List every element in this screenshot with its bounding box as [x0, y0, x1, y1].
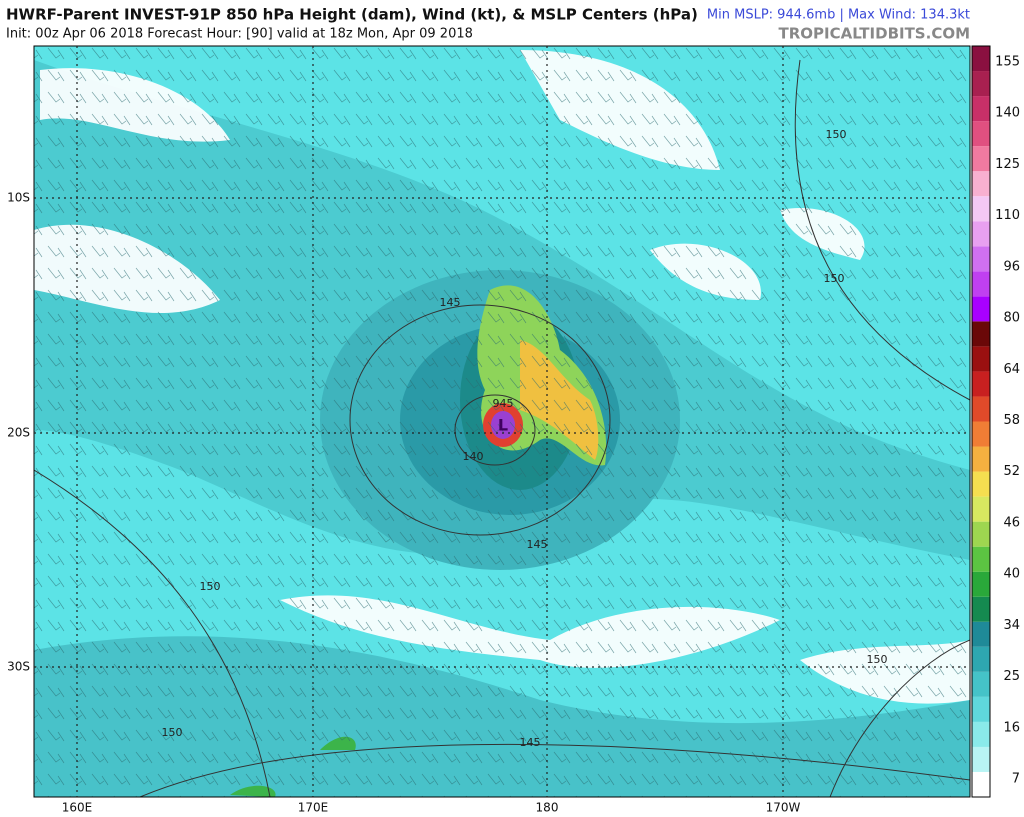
- lon-label: 170W: [766, 801, 801, 815]
- colorbar-swatch: [972, 396, 990, 422]
- colorbar-label: 155: [995, 55, 1020, 70]
- height-contours: [34, 59, 970, 797]
- contour-label: 150: [824, 272, 845, 285]
- contour-label: 150: [826, 128, 847, 141]
- colorbar-swatch: [972, 171, 990, 197]
- colorbar-swatch: [972, 121, 990, 147]
- colorbar-swatch: [972, 371, 990, 397]
- colorbar-frame: [971, 45, 991, 798]
- colorbar-swatch: [972, 771, 990, 797]
- contour-label: 140: [463, 450, 484, 463]
- colorbar-swatch: [972, 496, 990, 522]
- colorbar-label: 7: [1012, 772, 1020, 787]
- colorbar-swatch: [972, 446, 990, 472]
- colorbar-swatch: [972, 521, 990, 547]
- map-frame: [33, 45, 971, 798]
- contour-label: 145: [520, 736, 541, 749]
- title: HWRF-Parent INVEST-91P 850 hPa Height (d…: [6, 6, 698, 24]
- lat-label: 20S: [7, 426, 30, 440]
- colorbar-label: 96: [1003, 259, 1020, 274]
- colorbar-label: 34: [1003, 618, 1020, 633]
- colorbar-label: 58: [1003, 413, 1020, 428]
- colorbar-swatch: [972, 346, 990, 372]
- colorbar-swatch: [972, 546, 990, 572]
- contour-label: 145: [440, 296, 461, 309]
- site-credit: TROPICALTIDBITS.COM: [779, 25, 971, 43]
- lat-label: 10S: [7, 191, 30, 205]
- stats: Min MSLP: 944.6mb | Max Wind: 134.3kt: [707, 8, 970, 23]
- colorbar-swatch: [972, 671, 990, 697]
- colorbar-label: 140: [995, 106, 1020, 121]
- colorbar-label: 64: [1003, 362, 1020, 377]
- colorbar-swatch: [972, 196, 990, 222]
- colorbar-swatch: [972, 71, 990, 97]
- map-area: [34, 46, 970, 797]
- colorbar-label: 52: [1003, 464, 1020, 479]
- colorbar-label: 16: [1003, 720, 1020, 735]
- colorbar-swatch: [972, 221, 990, 247]
- colorbar-label: 46: [1003, 515, 1020, 530]
- center-pressure: 945: [493, 397, 514, 410]
- colorbar-swatch: [972, 296, 990, 322]
- contour-label: 150: [200, 580, 221, 593]
- colorbar-swatch: [972, 621, 990, 647]
- colorbar-swatch: [972, 421, 990, 447]
- colorbar-label: 40: [1003, 567, 1020, 582]
- colorbar-swatch: [972, 321, 990, 347]
- colorbar-swatch: [972, 571, 990, 597]
- colorbar-swatch: [972, 46, 990, 72]
- colorbar-swatch: [972, 471, 990, 497]
- colorbar-label: 80: [1003, 311, 1020, 326]
- colorbar-label: 25: [1003, 669, 1020, 684]
- lon-label: 180: [536, 801, 559, 815]
- low-center: L: [498, 416, 508, 435]
- colorbar-swatch: [972, 721, 990, 747]
- colorbar-swatch: [972, 696, 990, 722]
- lon-label: 160E: [62, 801, 93, 815]
- contour-label: 145: [527, 538, 548, 551]
- lon-label: 170E: [298, 801, 329, 815]
- colorbar-swatch: [972, 746, 990, 772]
- colorbar-label: 110: [995, 208, 1020, 223]
- wind-barbs: [34, 46, 970, 797]
- contour-label: 150: [867, 653, 888, 666]
- colorbar-label: 125: [995, 157, 1020, 172]
- init-line: Init: 00z Apr 06 2018 Forecast Hour: [90…: [6, 27, 473, 42]
- colorbar-swatch: [972, 271, 990, 297]
- colorbar-swatch: [972, 146, 990, 172]
- colorbar-swatch: [972, 646, 990, 672]
- colorbar-swatch: [972, 246, 990, 272]
- lat-label: 30S: [7, 660, 30, 674]
- colorbar-swatch: [972, 596, 990, 622]
- contour-label: 150: [162, 726, 183, 739]
- colorbar-swatch: [972, 96, 990, 122]
